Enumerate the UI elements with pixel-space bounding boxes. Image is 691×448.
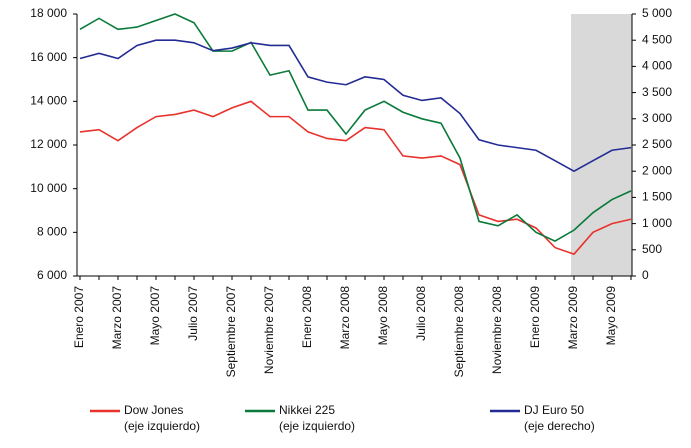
legend-note: (eje izquierdo) <box>124 419 200 433</box>
y-tick-label: 10 000 <box>30 181 67 195</box>
y-tick-label: 12 000 <box>30 137 67 151</box>
series-line <box>79 100 632 256</box>
legend-label: Nikkei 225 <box>279 403 335 417</box>
y2-tick-label: 4 000 <box>642 59 672 73</box>
x-tick-label: Noviembre 2007 <box>262 286 276 374</box>
x-tick-label: Mayo 2008 <box>376 286 390 346</box>
legend-note: (eje derecho) <box>524 419 595 433</box>
y2-tick-label: 4 500 <box>642 32 672 46</box>
y2-tick-label: 2 000 <box>642 163 672 177</box>
legend-label: Dow Jones <box>124 403 183 417</box>
y2-tick-label: 2 500 <box>642 137 672 151</box>
legend-note: (eje izquierdo) <box>279 419 355 433</box>
x-tick-label: Noviembre 2008 <box>490 286 504 374</box>
y2-tick-label: 1 500 <box>642 190 672 204</box>
x-tick-label: Marzo 2008 <box>338 286 352 350</box>
x-tick-label: Julio 2008 <box>414 286 428 341</box>
series-line <box>79 13 632 242</box>
x-tick-label: Enero 2008 <box>300 286 314 348</box>
y2-tick-label: 3 000 <box>642 111 672 125</box>
y2-tick-label: 3 500 <box>642 85 672 99</box>
x-tick-label: Julio 2007 <box>186 286 200 341</box>
x-tick-label: Marzo 2009 <box>566 286 580 350</box>
x-tick-label: Septiembre 2008 <box>452 286 466 378</box>
series-line <box>79 39 632 173</box>
x-tick-label: Enero 2007 <box>72 286 86 348</box>
y-tick-label: 16 000 <box>30 50 67 64</box>
y-tick-label: 8 000 <box>37 225 67 239</box>
x-tick-label: Mayo 2007 <box>148 286 162 346</box>
x-tick-label: Mayo 2009 <box>604 286 618 346</box>
y2-tick-label: 0 <box>642 268 649 282</box>
y-tick-label: 14 000 <box>30 94 67 108</box>
y2-tick-label: 5 000 <box>642 6 672 20</box>
legend-label: DJ Euro 50 <box>524 403 584 417</box>
y2-tick-label: 1 000 <box>642 216 672 230</box>
y-tick-label: 18 000 <box>30 6 67 20</box>
shaded-region <box>571 14 632 276</box>
x-tick-label: Marzo 2007 <box>110 286 124 350</box>
y2-tick-label: 500 <box>642 242 662 256</box>
x-tick-label: Septiembre 2007 <box>224 286 238 378</box>
y-tick-label: 6 000 <box>37 268 67 282</box>
x-tick-label: Enero 2009 <box>528 286 542 348</box>
